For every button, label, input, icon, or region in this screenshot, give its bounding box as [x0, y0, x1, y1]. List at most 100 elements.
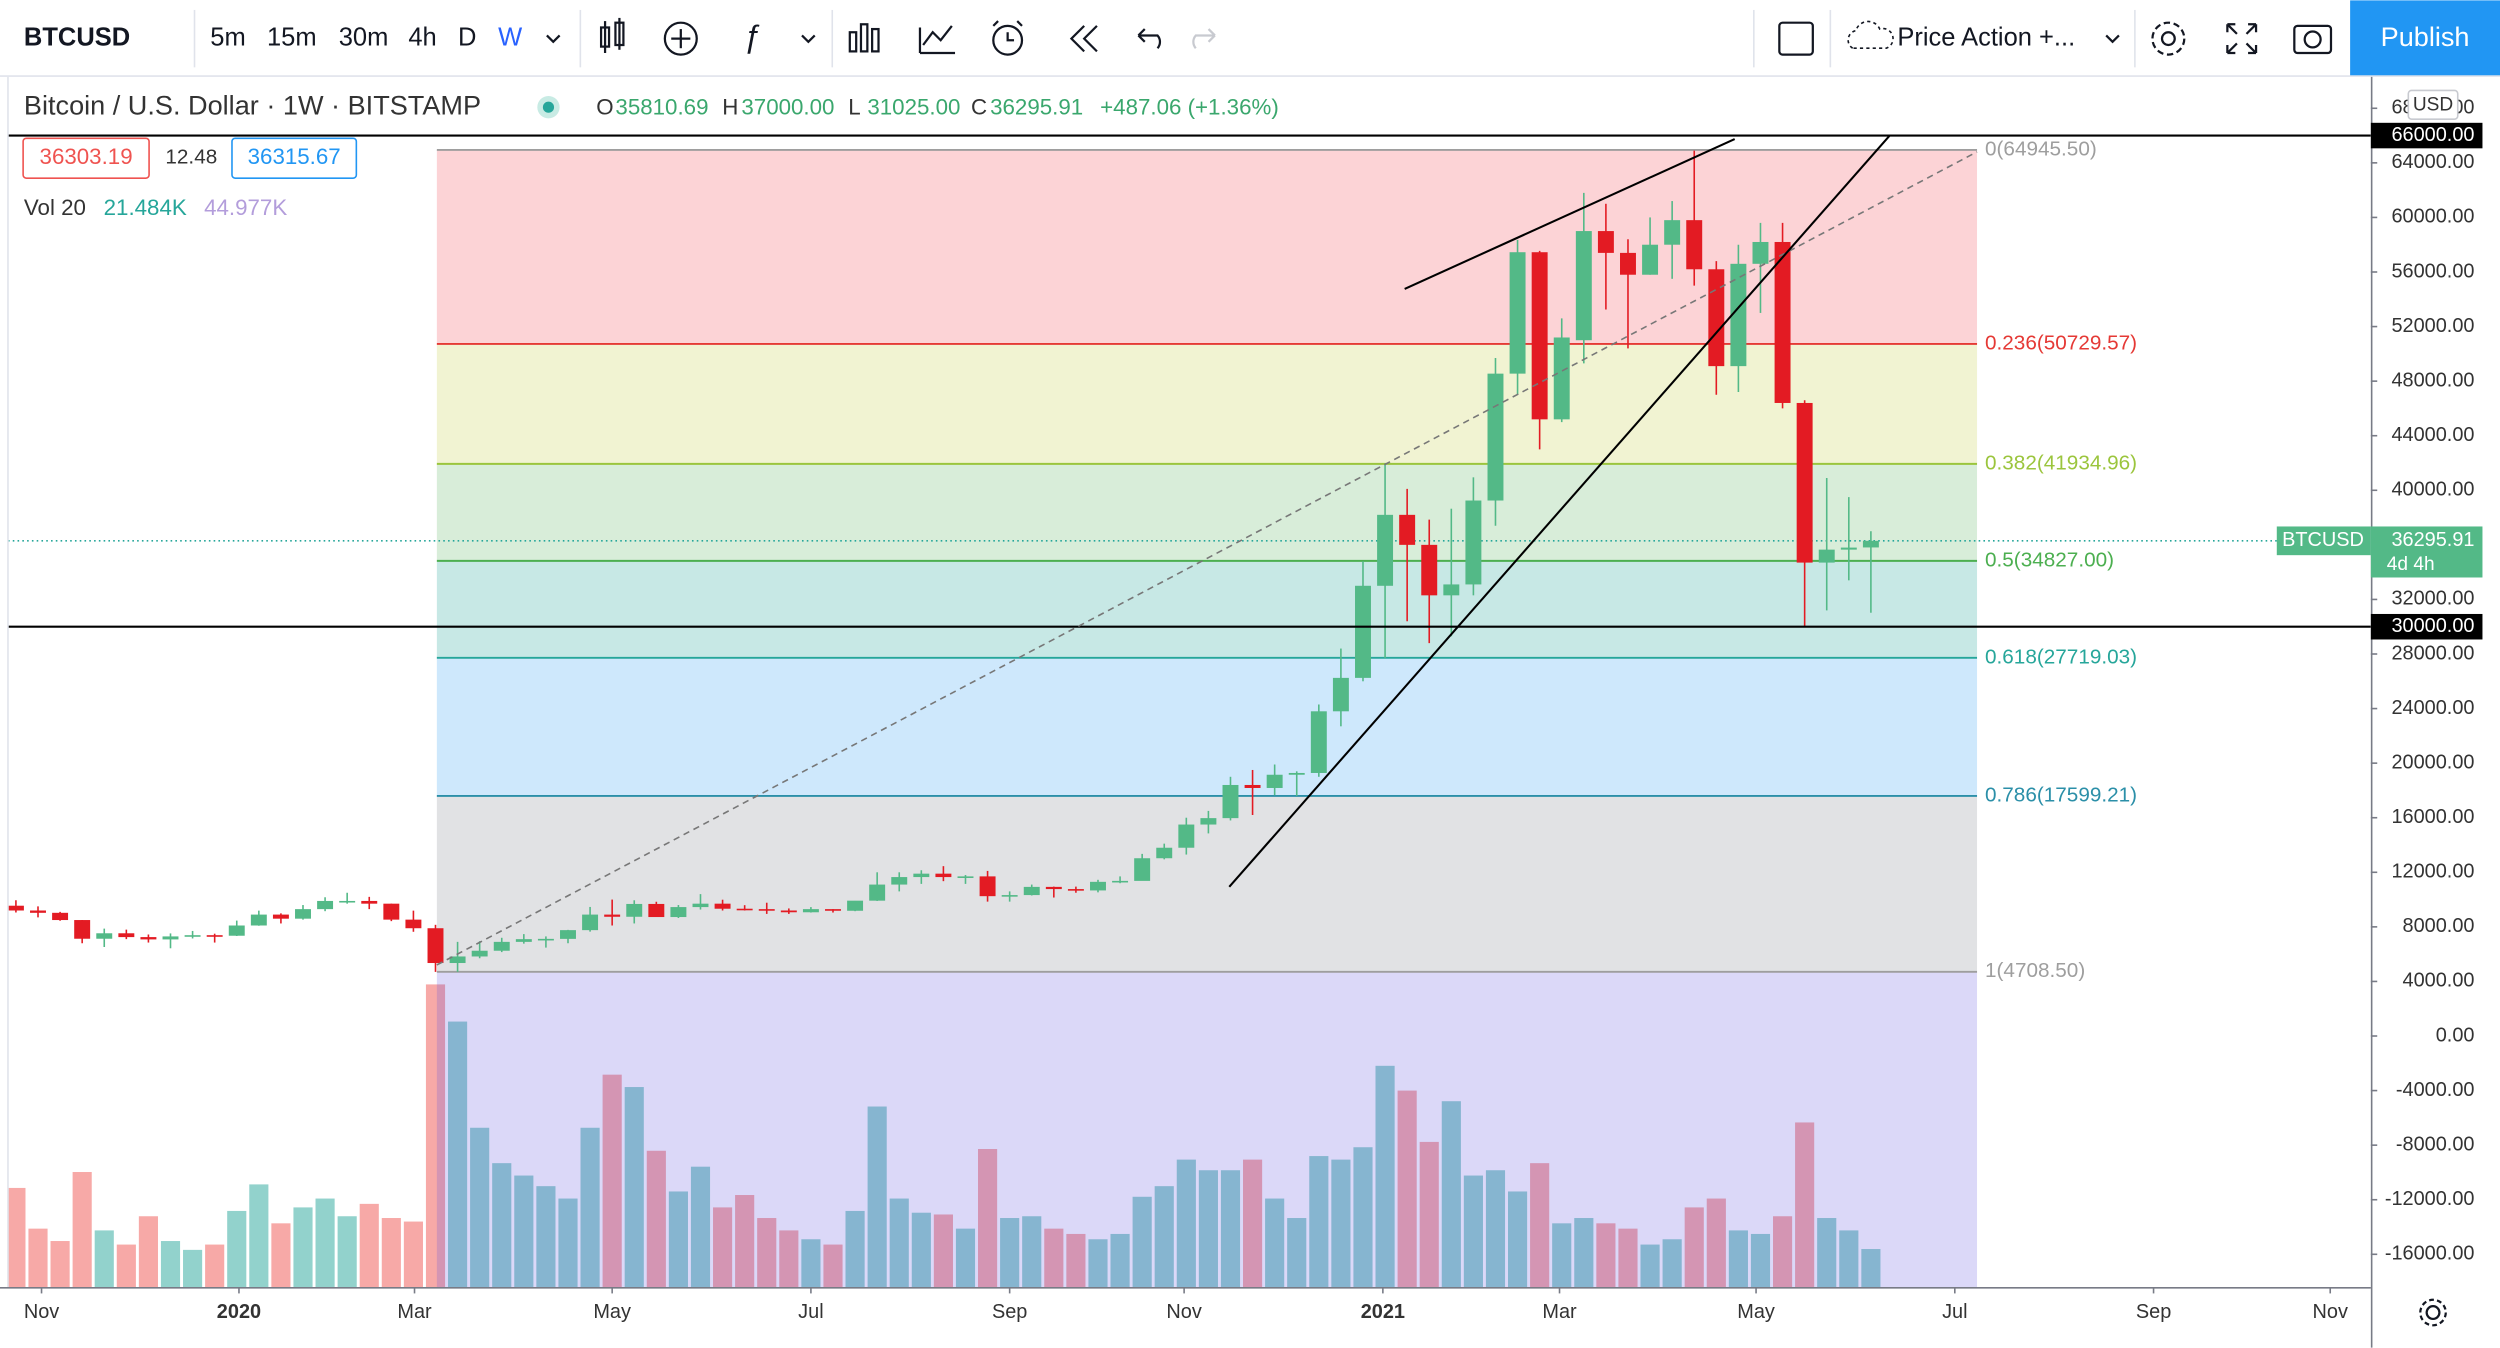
candle-body: [52, 912, 69, 921]
y-tick-label: 64000.00: [2391, 151, 2474, 173]
volume-bar: [470, 1127, 490, 1288]
ask: 36315.67: [248, 144, 341, 169]
volume-bar: [602, 1074, 622, 1288]
y-tick-label: 4000.00: [2403, 970, 2475, 992]
volume-bar: [1309, 1156, 1329, 1288]
chart-type-icon[interactable]: [599, 17, 625, 53]
symbol-description: Bitcoin / U.S. Dollar · 1W · BITSTAMP: [24, 89, 481, 120]
fullscreen-icon[interactable]: [2226, 23, 2258, 55]
interval-selected[interactable]: W: [498, 23, 522, 51]
settings-icon[interactable]: [2151, 21, 2186, 56]
volume-bar: [1772, 1216, 1793, 1288]
y-tick-label: 52000.00: [2391, 315, 2474, 337]
dropdown-icon[interactable]: [801, 34, 816, 44]
candle-body: [780, 910, 797, 913]
fib-label: 1(4708.50): [1985, 959, 2085, 982]
bid: 36303.19: [40, 144, 133, 169]
candle-body: [979, 876, 996, 897]
candle-body: [1310, 711, 1327, 773]
volume-bar: [867, 1106, 887, 1288]
select-icon[interactable]: [1778, 21, 1814, 56]
volume-bar: [1066, 1233, 1086, 1288]
replay-icon[interactable]: [1069, 25, 1098, 53]
volume-bar: [205, 1244, 225, 1288]
y-tick-label: 44000.00: [2391, 424, 2474, 446]
templates-icon[interactable]: [848, 23, 880, 53]
candle-body: [1818, 549, 1835, 563]
x-tick-label: Sep: [992, 1301, 1027, 1323]
dropdown-icon[interactable]: [546, 34, 561, 44]
interval[interactable]: D: [458, 23, 476, 51]
interval[interactable]: 5m: [210, 23, 245, 51]
dropdown-icon[interactable]: [2105, 34, 2120, 44]
volume-bar: [1243, 1159, 1263, 1288]
candle-body: [891, 877, 908, 885]
candle-body: [1597, 231, 1614, 253]
candle-body: [1399, 514, 1416, 545]
x-tick-label: 2020: [217, 1301, 261, 1323]
candle-body: [626, 903, 643, 917]
candle-body: [1377, 514, 1394, 586]
interval[interactable]: 4h: [408, 23, 436, 51]
volume-bar: [911, 1212, 931, 1288]
snapshot-icon[interactable]: [2293, 24, 2333, 55]
volume-bar: [1265, 1198, 1285, 1288]
candle-body: [1642, 244, 1659, 275]
candle-body: [1090, 881, 1106, 891]
ohlc-value: 31025.00: [867, 95, 960, 120]
y-tick-label: -16000.00: [2385, 1243, 2475, 1265]
x-tick-label: Nov: [1166, 1301, 1201, 1323]
undo-icon[interactable]: [1137, 28, 1162, 49]
compare-icon[interactable]: [918, 25, 956, 55]
candle-body: [7, 905, 24, 911]
x-tick-label: Sep: [2136, 1301, 2171, 1323]
fib-label: 0(64945.50): [1985, 137, 2097, 160]
volume-bar: [1110, 1233, 1130, 1288]
volume-bar: [1375, 1065, 1395, 1288]
volume-bar: [1198, 1170, 1218, 1288]
volume-bar: [1419, 1141, 1439, 1288]
x-tick-label: May: [1737, 1301, 1775, 1323]
volume-bar: [72, 1172, 92, 1288]
volume-value: 21.484K: [104, 195, 187, 220]
interval[interactable]: 30m: [339, 23, 389, 51]
horizontal-line-tag: [2370, 613, 2483, 640]
layout-name[interactable]: Price Action +...: [1897, 23, 2075, 51]
publish-label[interactable]: Publish: [2381, 21, 2470, 52]
candle-body: [582, 914, 599, 931]
volume-bar: [1640, 1244, 1660, 1288]
publish-button[interactable]: [2350, 0, 2500, 76]
currency[interactable]: USD: [2413, 95, 2453, 116]
candle-body: [670, 907, 687, 918]
indicators-icon[interactable]: ƒ: [743, 18, 761, 54]
volume-bar: [690, 1166, 711, 1288]
ohlc-value: 36295.91: [990, 95, 1083, 120]
trend-line: [1404, 138, 1736, 290]
interval[interactable]: 15m: [267, 23, 317, 51]
cloud-icon[interactable]: [1847, 20, 1894, 49]
fib-label: 0.236(50729.57): [1985, 331, 2137, 354]
candle-body: [560, 930, 576, 939]
add-icon[interactable]: [663, 21, 698, 56]
fib-zone: [436, 795, 1978, 972]
candle-body: [714, 903, 731, 909]
redo-icon[interactable]: [1192, 28, 1216, 49]
alert-icon[interactable]: [992, 20, 1024, 56]
symbol-tag: [2276, 526, 2371, 556]
candle-body: [1355, 585, 1371, 678]
volume-bar: [646, 1150, 666, 1288]
candle-body: [1531, 252, 1548, 420]
volume-bar: [668, 1191, 688, 1288]
volume-bar: [1000, 1218, 1020, 1288]
volume-bar: [381, 1218, 401, 1288]
volume-bar: [337, 1216, 357, 1288]
symbol[interactable]: BTCUSD: [24, 23, 130, 51]
volume-bar: [1132, 1196, 1152, 1288]
candle-body: [1001, 895, 1018, 897]
volume-bar: [1795, 1122, 1815, 1288]
currency-box[interactable]: [2407, 89, 2459, 120]
volume-bar: [1574, 1218, 1594, 1288]
volume-bar: [558, 1198, 578, 1288]
candle-body: [758, 909, 775, 911]
candle-body: [96, 933, 113, 939]
